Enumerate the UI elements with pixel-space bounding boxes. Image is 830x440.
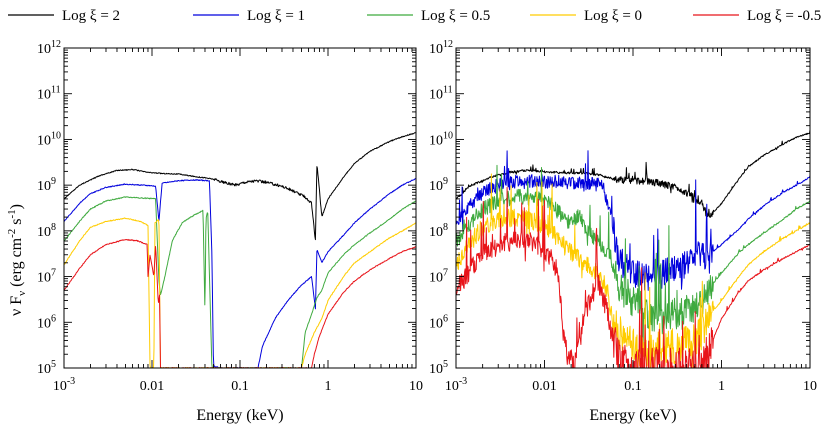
- left-y-tick-label-exp: 5: [51, 359, 56, 370]
- left-y-tick-label-base: 10: [37, 42, 51, 57]
- right-series-line-0: [456, 129, 810, 218]
- right-y-tick-label-exp: 7: [443, 268, 448, 279]
- right-x-tick-label-exp: -3: [459, 376, 467, 387]
- right-y-tick-label-base: 10: [429, 179, 443, 194]
- right-x-tick-label-4: 10: [803, 379, 817, 394]
- left-y-tick-label-exp: 11: [51, 85, 61, 96]
- left-x-tick-label-3: 1: [325, 379, 332, 394]
- right-plot-frame: [455, 47, 811, 369]
- left-tick-layer: 10-3 0.01 0.1 1 1010510610710810910101011101…: [37, 39, 423, 394]
- left-x-tick-label-base: 10: [53, 379, 67, 394]
- left-y-tick-label-5: 1010: [37, 130, 61, 148]
- right-y-tick-label-base: 10: [429, 225, 443, 240]
- right-y-tick-label-base: 10: [429, 88, 443, 103]
- left-series-line-1: [64, 178, 416, 368]
- right-y-tick-label-exp: 6: [443, 313, 448, 324]
- left-series-line-4: [64, 238, 416, 368]
- left-y-tick-label-base: 10: [37, 88, 51, 103]
- right-x-tick-label-2: 0.1: [624, 379, 642, 394]
- right-y-tick-label-0: 105: [429, 359, 448, 377]
- left-y-tick-label-exp: 12: [51, 39, 61, 50]
- left-y-tick-label-6: 1011: [37, 85, 61, 103]
- left-y-tick-label-base: 10: [37, 271, 51, 286]
- right-y-tick-label-exp: 12: [443, 39, 453, 50]
- left-series-line-3: [64, 217, 416, 368]
- left-x-tick-label-0: 10-3: [53, 376, 75, 394]
- left-x-tick-label-exp: -3: [67, 376, 75, 387]
- left-series-line-0: [64, 132, 416, 241]
- right-y-tick-label-exp: 10: [443, 130, 453, 141]
- right-y-tick-label-base: 10: [429, 133, 443, 148]
- left-y-tick-label-base: 10: [37, 179, 51, 194]
- left-y-tick-label-exp: 9: [51, 176, 56, 187]
- y-axis-label-subscript: ν: [16, 291, 28, 296]
- y-axis-label-exp2: -1: [6, 209, 18, 218]
- right-x-axis-label: Energy (keV): [589, 407, 676, 424]
- right-y-tick-label-base: 10: [429, 362, 443, 377]
- left-y-tick-label-exp: 8: [51, 222, 56, 233]
- right-x-tick-label-1: 0.01: [532, 379, 557, 394]
- right-series-line-3: [456, 173, 810, 368]
- right-y-tick-label-4: 109: [429, 176, 448, 194]
- right-series-line-1: [456, 150, 810, 291]
- left-y-tick-label-0: 105: [37, 359, 56, 377]
- left-x-tick-label-2: 0.1: [231, 379, 249, 394]
- left-y-tick-label-2: 107: [37, 268, 56, 286]
- right-y-tick-label-exp: 11: [443, 85, 453, 96]
- y-axis-label-close: ): [8, 204, 25, 209]
- left-y-tick-label-1: 106: [37, 313, 56, 331]
- left-x-tick-label-1: 0.01: [140, 379, 165, 394]
- legend-label-1: Log ξ = 1: [247, 8, 305, 24]
- y-axis-label: ν Fν (erg cm-2 s-1): [6, 204, 28, 316]
- right-y-tick-label-base: 10: [429, 271, 443, 286]
- right-y-tick-label-base: 10: [429, 42, 443, 57]
- right-y-tick-label-exp: 5: [443, 359, 448, 370]
- right-x-tick-label-0: 10-3: [445, 376, 467, 394]
- left-x-tick-label-4: 10: [409, 379, 423, 394]
- legend-label-0: Log ξ = 2: [62, 8, 120, 24]
- chart-legend: Log ξ = 2 Log ξ = 1 Log ξ = 0.5 Log ξ = 0 Lo…: [8, 8, 821, 24]
- left-y-tick-label-base: 10: [37, 316, 51, 331]
- right-y-tick-label-7: 1012: [429, 39, 453, 57]
- legend-label-4: Log ξ = -0.5: [747, 8, 821, 24]
- left-y-tick-label-7: 1012: [37, 39, 61, 57]
- right-x-tick-label-base: 10: [445, 379, 459, 394]
- right-y-tick-label-exp: 9: [443, 176, 448, 187]
- left-y-tick-label-base: 10: [37, 362, 51, 377]
- right-series-layer: [456, 129, 810, 368]
- left-y-tick-label-exp: 7: [51, 268, 56, 279]
- left-panel: 10-3 0.01 0.1 1 1010510610710810910101011101…: [37, 39, 423, 424]
- right-y-tick-label-exp: 8: [443, 222, 448, 233]
- y-axis-label-nu: ν F: [8, 296, 25, 316]
- right-x-tick-label-3: 1: [718, 379, 725, 394]
- left-y-tick-label-exp: 6: [51, 313, 56, 324]
- right-series-line-2: [456, 164, 810, 349]
- left-series-line-2: [64, 196, 416, 368]
- left-y-tick-label-4: 109: [37, 176, 56, 194]
- left-x-axis-label: Energy (keV): [196, 407, 283, 424]
- left-y-tick-label-exp: 10: [51, 130, 61, 141]
- left-y-tick-label-3: 108: [37, 222, 56, 240]
- y-axis-label-s: s: [8, 218, 25, 228]
- right-y-tick-label-1: 106: [429, 313, 448, 331]
- left-y-tick-label-base: 10: [37, 225, 51, 240]
- right-y-tick-label-base: 10: [429, 316, 443, 331]
- right-y-tick-label-6: 1011: [429, 85, 453, 103]
- legend-label-2: Log ξ = 0.5: [421, 8, 490, 24]
- right-series-line-4: [456, 186, 810, 368]
- right-y-tick-label-5: 1010: [429, 130, 453, 148]
- y-axis-label-exp1: -2: [6, 229, 18, 238]
- left-plot-frame: [63, 47, 417, 369]
- legend-label-3: Log ξ = 0: [584, 8, 642, 24]
- right-y-tick-label-2: 107: [429, 268, 448, 286]
- right-panel: 10-3 0.01 0.1 1 1010510610710810910101011101…: [429, 39, 817, 424]
- right-y-tick-label-3: 108: [429, 222, 448, 240]
- left-y-tick-label-base: 10: [37, 133, 51, 148]
- y-axis-label-unit: (erg cm: [8, 237, 25, 291]
- left-series-layer: [64, 132, 416, 368]
